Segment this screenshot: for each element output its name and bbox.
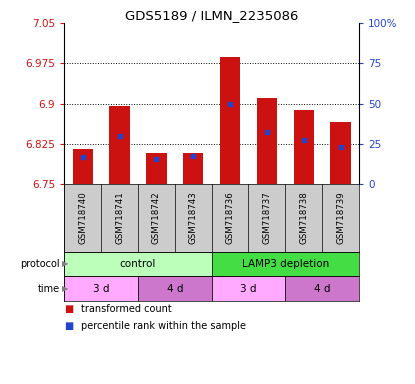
Bar — [212, 252, 359, 276]
Bar — [220, 57, 240, 184]
Text: ■: ■ — [64, 304, 73, 314]
Text: GSM718739: GSM718739 — [336, 192, 345, 244]
Text: ■: ■ — [64, 321, 73, 331]
Bar — [183, 153, 203, 184]
Bar — [110, 106, 130, 184]
Text: GSM718740: GSM718740 — [78, 192, 87, 244]
Bar — [285, 276, 359, 301]
Text: GSM718737: GSM718737 — [262, 192, 271, 244]
Bar — [146, 153, 166, 184]
Bar — [330, 122, 351, 184]
Text: ▶: ▶ — [62, 285, 69, 293]
Bar — [64, 276, 138, 301]
Text: time: time — [38, 284, 60, 294]
Text: control: control — [120, 259, 156, 269]
Text: 4 d: 4 d — [166, 284, 183, 294]
Text: GSM718742: GSM718742 — [152, 192, 161, 244]
Bar — [73, 149, 93, 184]
Text: percentile rank within the sample: percentile rank within the sample — [81, 321, 246, 331]
Bar — [212, 276, 286, 301]
Text: GSM718743: GSM718743 — [189, 192, 198, 244]
Bar — [64, 252, 212, 276]
Bar — [138, 276, 212, 301]
Text: GSM718736: GSM718736 — [226, 192, 234, 244]
Text: 3 d: 3 d — [240, 284, 257, 294]
Title: GDS5189 / ILMN_2235086: GDS5189 / ILMN_2235086 — [125, 9, 298, 22]
Text: 3 d: 3 d — [93, 284, 110, 294]
Text: transformed count: transformed count — [81, 304, 172, 314]
Bar — [293, 110, 314, 184]
Bar — [257, 98, 277, 184]
Text: GSM718741: GSM718741 — [115, 192, 124, 244]
Text: GSM718738: GSM718738 — [299, 192, 308, 244]
Text: ▶: ▶ — [62, 260, 69, 268]
Text: LAMP3 depletion: LAMP3 depletion — [242, 259, 329, 269]
Text: protocol: protocol — [21, 259, 60, 269]
Text: 4 d: 4 d — [314, 284, 330, 294]
